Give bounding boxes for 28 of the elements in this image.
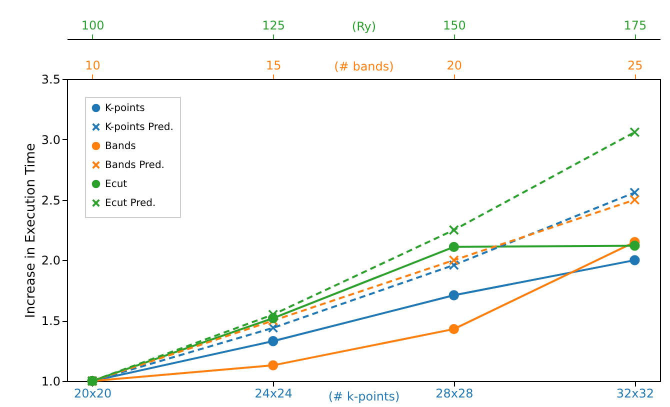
x2-tick-label: 20 xyxy=(446,58,462,72)
x2-tick-label: 25 xyxy=(628,58,643,72)
text: 175 xyxy=(624,18,647,32)
text: (Ry) xyxy=(352,20,376,34)
legend-label: K-points xyxy=(105,103,145,114)
legend-label: Bands xyxy=(105,141,136,152)
x-tick-label: 20x20 xyxy=(74,386,112,400)
x-tick-label: 24x24 xyxy=(254,386,292,400)
x2-tick-label: 15 xyxy=(266,58,282,72)
legend-label: Ecut xyxy=(105,179,128,190)
text: 100 xyxy=(81,18,104,32)
x-tick-label: 28x28 xyxy=(436,386,474,400)
legend-label: K-points Pred. xyxy=(105,122,174,133)
legend-label: Bands Pred. xyxy=(105,160,164,171)
x2-tick-label: 10 xyxy=(85,58,100,72)
legend-label: Ecut Pred. xyxy=(105,198,156,209)
x-axis-title: (# k-points) xyxy=(328,390,400,404)
y-tick-label: 1.5 xyxy=(41,314,60,328)
y-axis-title: Increase in Execution Time xyxy=(23,143,38,318)
y-tick-label: 3.5 xyxy=(41,72,60,86)
y-tick-label: 2.5 xyxy=(41,193,60,208)
y-tick-label: 2.0 xyxy=(41,254,60,268)
y-tick-label: 3.0 xyxy=(41,132,60,147)
x2-axis-title: (# bands) xyxy=(334,60,394,74)
text: 150 xyxy=(442,18,466,32)
text: 125 xyxy=(262,18,286,32)
y-tick-label: 1.0 xyxy=(41,374,60,388)
x-tick-label: 32x32 xyxy=(616,386,654,400)
